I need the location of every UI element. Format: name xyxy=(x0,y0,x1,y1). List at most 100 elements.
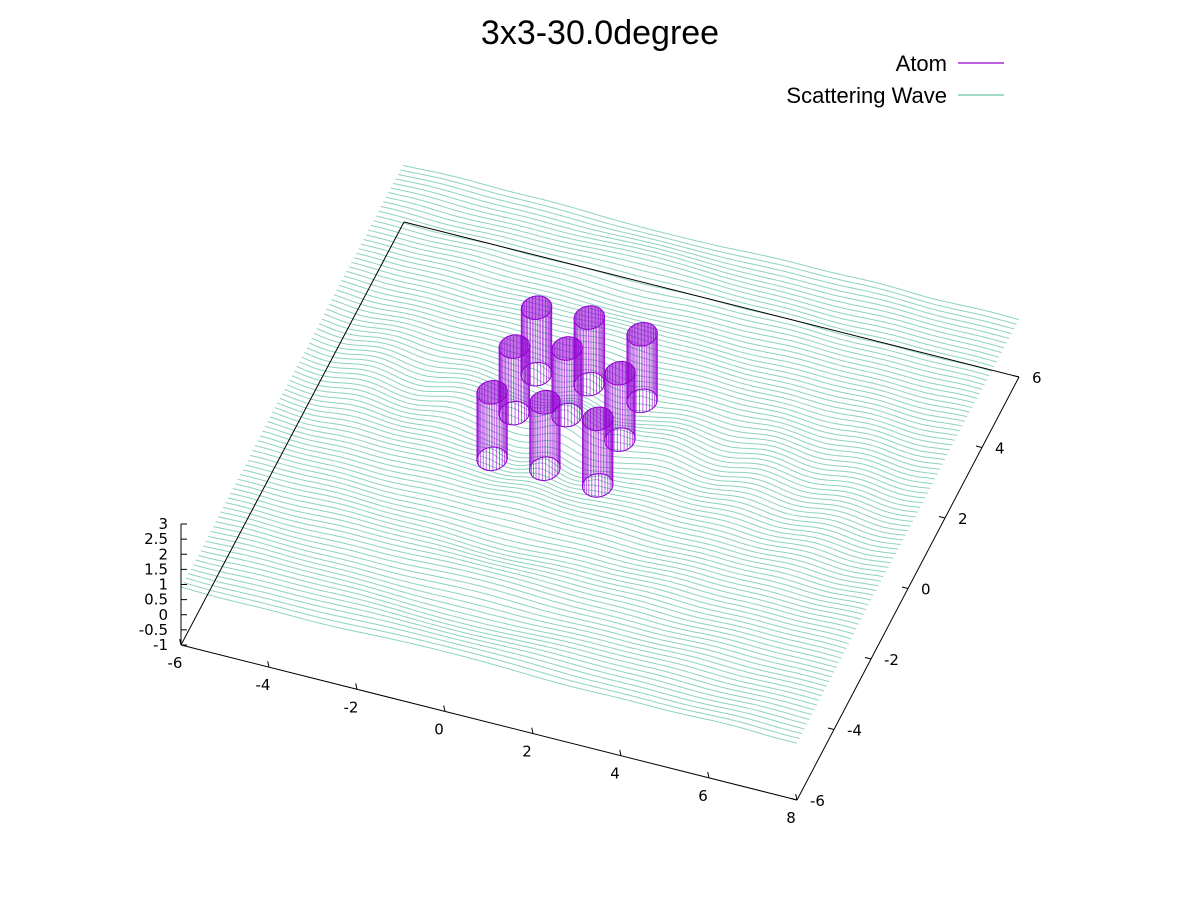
z-tick-label: -0.5 xyxy=(139,621,168,639)
surface-mesh-line xyxy=(272,411,889,568)
surface-mesh-line xyxy=(363,239,980,395)
surface-mesh-line xyxy=(338,284,955,441)
surface-mesh-line xyxy=(257,440,874,596)
surface-mesh-line xyxy=(368,229,985,386)
atom-base xyxy=(573,371,606,397)
atom-cap xyxy=(476,379,508,405)
z-tick-label: 0 xyxy=(158,606,168,624)
surface-mesh-line xyxy=(232,488,849,645)
x-axis-ticks: -6 -4 -2 0 2 4 6 8 xyxy=(168,638,798,827)
atom-base xyxy=(626,388,658,414)
y-tick-mark xyxy=(864,657,872,660)
surface-mesh-line xyxy=(242,469,859,625)
atom-base xyxy=(520,361,553,387)
x-tick-label: 6 xyxy=(698,787,708,805)
y-tick-label: 0 xyxy=(921,581,931,599)
x-tick-mark xyxy=(443,705,446,712)
surface-mesh-line xyxy=(378,210,995,368)
surface-mesh-line xyxy=(355,252,973,409)
surface-mesh-line xyxy=(311,337,928,494)
atom-cylinder xyxy=(476,379,508,472)
x-tick-mark xyxy=(267,661,270,668)
y-tick-mark xyxy=(1012,375,1020,378)
surface-mesh-line xyxy=(316,328,933,485)
surface-mesh-line xyxy=(351,261,968,418)
x-tick-label: 8 xyxy=(786,809,796,827)
surface-mesh-line xyxy=(180,586,798,744)
surface-mesh-line xyxy=(188,573,805,730)
surface-mesh-line xyxy=(294,370,911,527)
atom-cylinders xyxy=(476,295,658,498)
surface-mesh-line xyxy=(227,497,845,654)
surface-mesh-line xyxy=(254,445,872,601)
surface-mesh-line xyxy=(373,220,990,377)
x-tick-mark xyxy=(355,683,358,690)
atom-cap xyxy=(604,360,636,386)
surface-mesh-line xyxy=(244,464,862,620)
y-tick-label: 4 xyxy=(995,440,1005,458)
atom-cap xyxy=(573,305,606,330)
surface-mesh-line xyxy=(306,347,923,504)
y-tick-mark xyxy=(975,445,983,448)
surface-mesh-line xyxy=(207,535,825,692)
surface-mesh-line xyxy=(328,303,946,460)
surface-mesh-line xyxy=(213,526,830,683)
atom-cylinder xyxy=(520,295,553,387)
surface-mesh-line xyxy=(249,454,867,611)
z-tick-label: 0.5 xyxy=(144,591,168,609)
y-tick-label: 6 xyxy=(1032,369,1042,387)
surface-mesh-line xyxy=(390,187,1007,344)
atom-cap xyxy=(581,406,614,432)
y-tick-mark xyxy=(827,727,835,730)
surface-mesh-line xyxy=(230,492,847,650)
x-tick-mark xyxy=(707,771,710,778)
z-tick-label: 1.5 xyxy=(144,560,168,578)
surface-mesh-line xyxy=(225,502,842,659)
surface-mesh-line xyxy=(395,178,1012,335)
atom-cylinder xyxy=(581,406,614,498)
z-tick-label: -1 xyxy=(153,636,168,654)
atom-base xyxy=(581,473,614,498)
atom-base xyxy=(498,400,531,426)
atom-cap xyxy=(551,336,583,361)
surface-mesh-line xyxy=(193,564,810,720)
atom-cap xyxy=(498,334,531,359)
surface-mesh-line xyxy=(190,568,808,725)
surface-mesh-line xyxy=(279,397,896,555)
surface-mesh-line xyxy=(240,474,857,630)
atom-cap xyxy=(626,321,658,347)
scattering-wave-surface xyxy=(180,164,1020,744)
surface-mesh-line xyxy=(281,393,899,550)
x-tick-mark xyxy=(531,727,534,734)
legend: Atom Scattering Wave xyxy=(786,51,1004,108)
surface-mesh-line xyxy=(360,243,978,399)
box-edge-back xyxy=(180,221,405,646)
surface-mesh-line xyxy=(400,169,1017,325)
legend-label-atom: Atom xyxy=(896,51,947,76)
surface-mesh-line xyxy=(262,430,879,587)
surface-mesh-line xyxy=(402,164,1020,321)
surface-mesh-line xyxy=(333,294,950,451)
z-tick-label: 3 xyxy=(158,515,168,533)
surface-mesh-line xyxy=(259,435,877,592)
y-tick-mark xyxy=(790,798,798,801)
surface-mesh-line xyxy=(393,183,1010,339)
surface-mesh-line xyxy=(388,192,1005,349)
x-tick-label: 4 xyxy=(610,765,620,783)
x-tick-label: -2 xyxy=(344,698,359,716)
z-tick-label: 2.5 xyxy=(144,530,168,548)
atom-base xyxy=(476,446,508,472)
box-edge-back-right xyxy=(403,221,1020,378)
atom-cylinder xyxy=(529,389,561,482)
surface-mesh-line xyxy=(237,478,854,635)
x-tick-label: -4 xyxy=(256,676,271,694)
atom-base xyxy=(529,456,561,482)
surface-mesh-line xyxy=(247,459,864,615)
surface-mesh-line xyxy=(198,555,815,711)
x-tick-label: 0 xyxy=(434,720,444,738)
chart-title: 3x3-30.0degree xyxy=(481,14,719,52)
surface-mesh-line xyxy=(365,234,983,390)
z-tick-label: 2 xyxy=(158,545,168,563)
atom-cap xyxy=(529,389,561,415)
